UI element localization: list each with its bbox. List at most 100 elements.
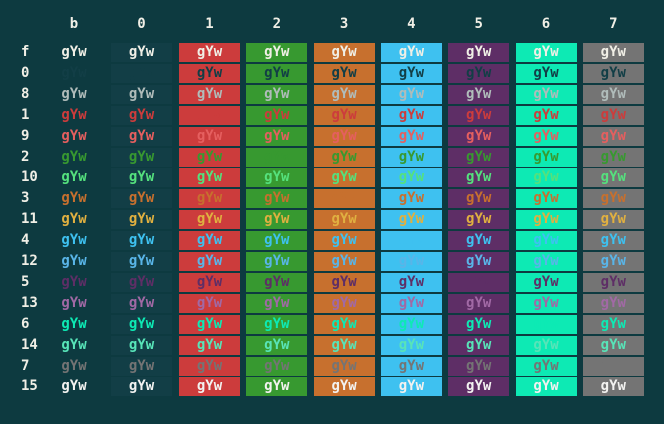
color-cell: gYw [582,189,644,209]
color-cell: gYw [515,168,577,188]
color-cell: gYw [313,84,375,104]
color-cell: gYw [515,189,577,209]
color-cell: gYw [111,293,172,313]
color-cell: gYw [111,126,172,146]
color-cell: gYw [582,43,644,62]
row-label: 4 [21,232,30,249]
color-cell: gYw [61,378,87,395]
color-cell: gYw [313,189,375,209]
color-cell: gYw [111,189,172,209]
color-cell: gYw [380,84,442,104]
color-cell: gYw [515,126,577,146]
color-cell: gYw [582,335,644,355]
row-label: 3 [21,190,30,207]
color-cell: gYw [179,147,240,167]
color-cell: gYw [61,273,87,290]
color-cell: gYw [179,252,240,271]
color-cell: gYw [61,169,87,186]
color-cell: gYw [448,314,510,334]
color-cell: gYw [246,335,308,355]
color-cell: gYw [380,43,442,62]
color-cell: gYw [380,252,442,271]
row-label: 12 [21,253,38,269]
color-cell: gYw [448,272,510,292]
color-cell: gYw [582,272,644,292]
color-cell: gYw [246,63,308,83]
color-cell: gYw [582,126,644,146]
color-cell: gYw [246,84,308,104]
row-label: 15 [21,378,38,395]
color-cell: gYw [448,84,510,104]
color-cell: gYw [448,147,510,167]
color-cell: gYw [179,84,240,104]
color-cell: gYw [448,356,510,376]
color-cell: gYw [515,105,577,125]
column-header: 2 [272,16,282,32]
color-cell: gYw [61,190,87,207]
color-cell: gYw [179,105,240,125]
row-label: 8 [21,85,30,102]
color-cell: gYw [582,63,644,83]
row-label: 13 [21,294,38,311]
color-cell: gYw [582,377,644,397]
color-cell: gYw [179,168,240,188]
color-cell: gYw [582,105,644,125]
color-cell: gYw [582,168,644,188]
color-cell: gYw [246,356,308,376]
row-label: 9 [21,127,30,144]
color-cell: gYw [61,44,87,60]
color-cell: gYw [448,126,510,146]
color-cell: gYw [61,294,87,311]
color-cell: gYw [515,84,577,104]
color-cell: gYw [246,377,308,397]
color-cell: gYw [179,356,240,376]
color-cell: gYw [313,252,375,271]
color-cell: gYw [111,231,172,251]
color-cell: gYw [448,168,510,188]
color-cell: gYw [515,63,577,83]
row-label: 11 [21,211,38,228]
color-cell: gYw [246,210,308,230]
color-cell: gYw [179,314,240,334]
color-cell: gYw [111,356,172,376]
row-label: 10 [21,169,38,186]
color-cell: gYw [582,314,644,334]
color-cell: gYw [179,43,240,62]
color-cell: gYw [246,272,308,292]
row-label: f [21,44,30,60]
column-header: 6 [541,16,551,32]
color-cell: gYw [380,314,442,334]
color-cell: gYw [515,314,577,334]
color-cell: gYw [111,105,172,125]
color-cell: gYw [61,232,87,249]
row-label: 1 [21,106,30,123]
color-cell: gYw [111,84,172,104]
color-cell: gYw [111,335,172,355]
color-cell: gYw [246,252,308,271]
color-cell: gYw [246,293,308,313]
color-cell: gYw [448,335,510,355]
color-cell: gYw [380,356,442,376]
color-cell: gYw [515,335,577,355]
row-label: 2 [21,148,30,165]
color-cell: gYw [582,147,644,167]
color-cell: gYw [515,231,577,251]
color-cell: gYw [246,147,308,167]
color-cell: gYw [515,147,577,167]
color-cell: gYw [61,211,87,228]
color-cell: gYw [111,63,172,83]
color-cell: gYw [246,314,308,334]
column-header: 5 [474,16,483,32]
color-cell: gYw [111,272,172,292]
color-cell: gYw [582,84,644,104]
color-cell: gYw [61,85,87,102]
color-cell: gYw [313,356,375,376]
color-cell: gYw [313,293,375,313]
row-label: 6 [21,315,30,332]
color-cell: gYw [448,252,510,271]
color-cell: gYw [380,377,442,397]
color-cell: gYw [582,293,644,313]
color-cell: gYw [111,252,172,271]
color-cell: gYw [246,126,308,146]
color-cell: gYw [380,231,442,251]
